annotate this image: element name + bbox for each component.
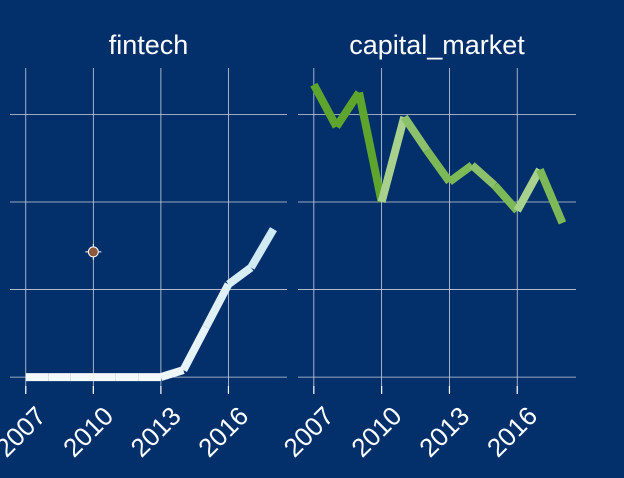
line-segment [469,162,498,189]
line-segment [377,116,409,204]
line-segment [491,182,521,214]
line-segment [400,114,431,153]
x-tick-label: 2013 [125,401,187,463]
x-tick-label: 2016 [481,401,543,463]
x-tick-label: 2007 [278,401,340,463]
line-segment [536,168,567,225]
line-segment [310,82,340,129]
marker-point [87,246,99,258]
line-segment [202,282,232,330]
line-segment [226,264,254,288]
x-tick-label: 2010 [57,401,119,463]
line-segment [159,366,185,381]
line-segment [447,161,475,186]
x-tick-label: 2013 [413,401,475,463]
panel-title: fintech [109,30,189,60]
x-tick-label: 2010 [345,401,407,463]
panel-title: capital_market [349,30,525,60]
line-segment [513,167,544,213]
line-segment [179,325,210,372]
x-tick-label: 2016 [192,401,254,463]
x-tick-label: 2007 [0,401,52,463]
line-segment [333,90,363,129]
line-segment [355,91,386,203]
line-segment [247,227,277,270]
line-segment [423,147,453,185]
